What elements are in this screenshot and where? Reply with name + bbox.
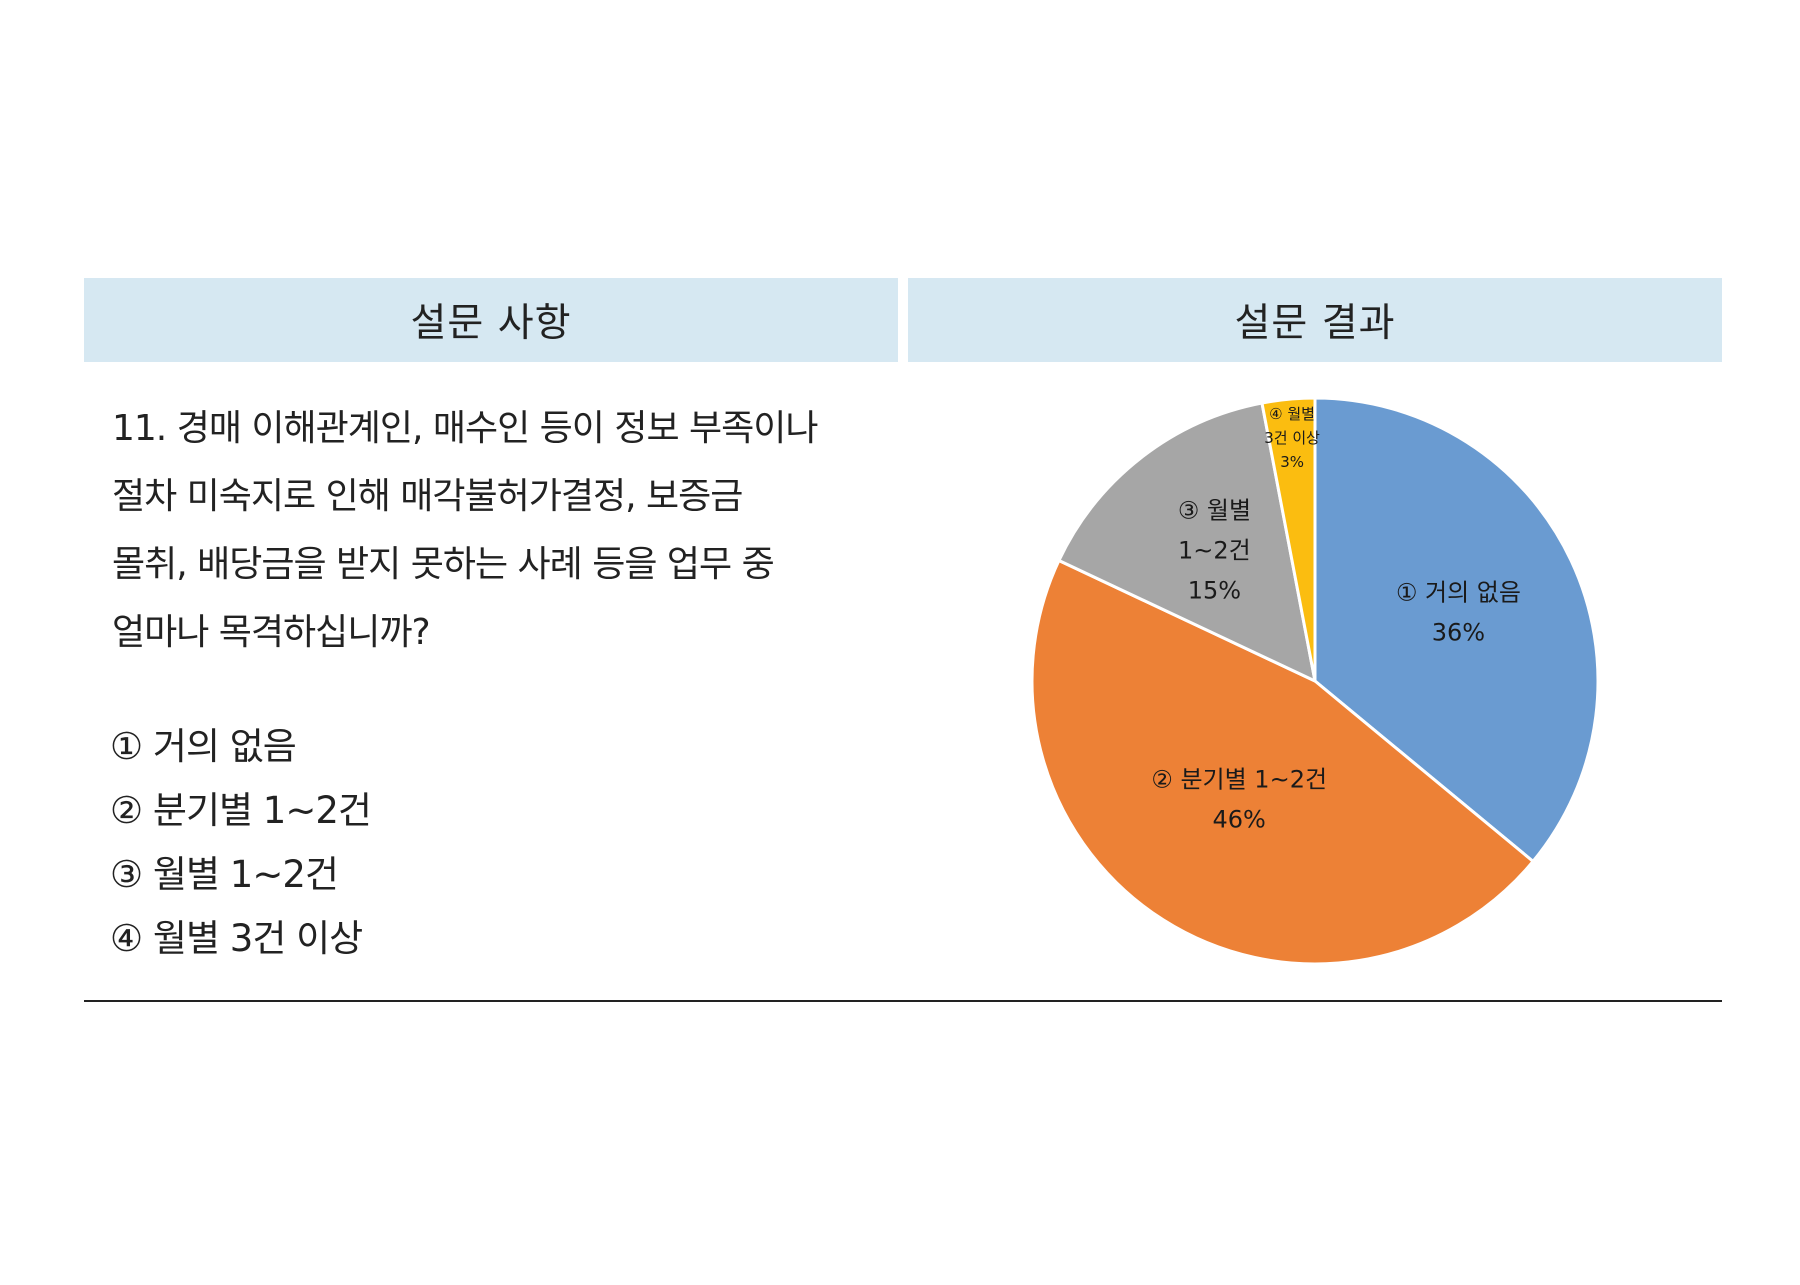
pie-data-label: 15% [1188, 576, 1241, 604]
answer-option-4: ④ 월별 3건 이상 [110, 917, 363, 960]
header-survey-results-label: 설문 결과 [1234, 301, 1396, 346]
pie-data-label: 3건 이상 [1264, 429, 1320, 447]
pie-slice [1056, 401, 1318, 684]
header-survey-items: 설문 사항 [84, 278, 898, 362]
answer-option-2: ② 분기별 1~2건 [110, 789, 372, 832]
pie-data-label: 3% [1280, 453, 1304, 471]
bottom-rule [84, 1000, 1722, 1002]
header-survey-results: 설문 결과 [908, 278, 1722, 362]
question-line: 11. 경매 이해관계인, 매수인 등이 정보 부족이나 [112, 408, 819, 449]
pie-data-label: ③ 월별 [1178, 496, 1251, 524]
pie-data-label: ④ 월별 [1269, 405, 1315, 423]
pie-data-label: ② 분기별 1~2건 [1151, 765, 1327, 793]
pie-data-label: 1~2건 [1178, 536, 1251, 564]
pie-data-label: 36% [1432, 619, 1485, 647]
pie-data-label: ① 거의 없음 [1396, 579, 1521, 607]
survey-question: 11. 경매 이해관계인, 매수인 등이 정보 부족이나 절차 미숙지로 인해 … [112, 395, 882, 667]
pie-slice [1030, 558, 1536, 966]
header-survey-items-label: 설문 사항 [410, 301, 572, 346]
results-pie-chart: ① 거의 없음 36% ② 분기별 1~2건 46% ③ 월별 1~2건 15% ④ 월별 3건… [1030, 396, 1600, 966]
pie-data-label: 46% [1213, 805, 1266, 833]
pie-slice [1313, 396, 1600, 864]
answer-option-1: ① 거의 없음 [110, 725, 297, 768]
question-line: 절차 미숙지로 인해 매각불허가결정, 보증금 [112, 476, 743, 517]
pie-slice [1260, 396, 1317, 682]
question-line: 얼마나 목격하십니까? [112, 612, 431, 653]
question-line: 몰취, 배당금을 받지 못하는 사례 등을 업무 중 [112, 544, 775, 585]
answer-options: ① 거의 없음 ② 분기별 1~2건 ③ 월별 1~2건 ④ 월별 3건 이상 [110, 715, 810, 971]
answer-option-3: ③ 월별 1~2건 [110, 853, 339, 896]
